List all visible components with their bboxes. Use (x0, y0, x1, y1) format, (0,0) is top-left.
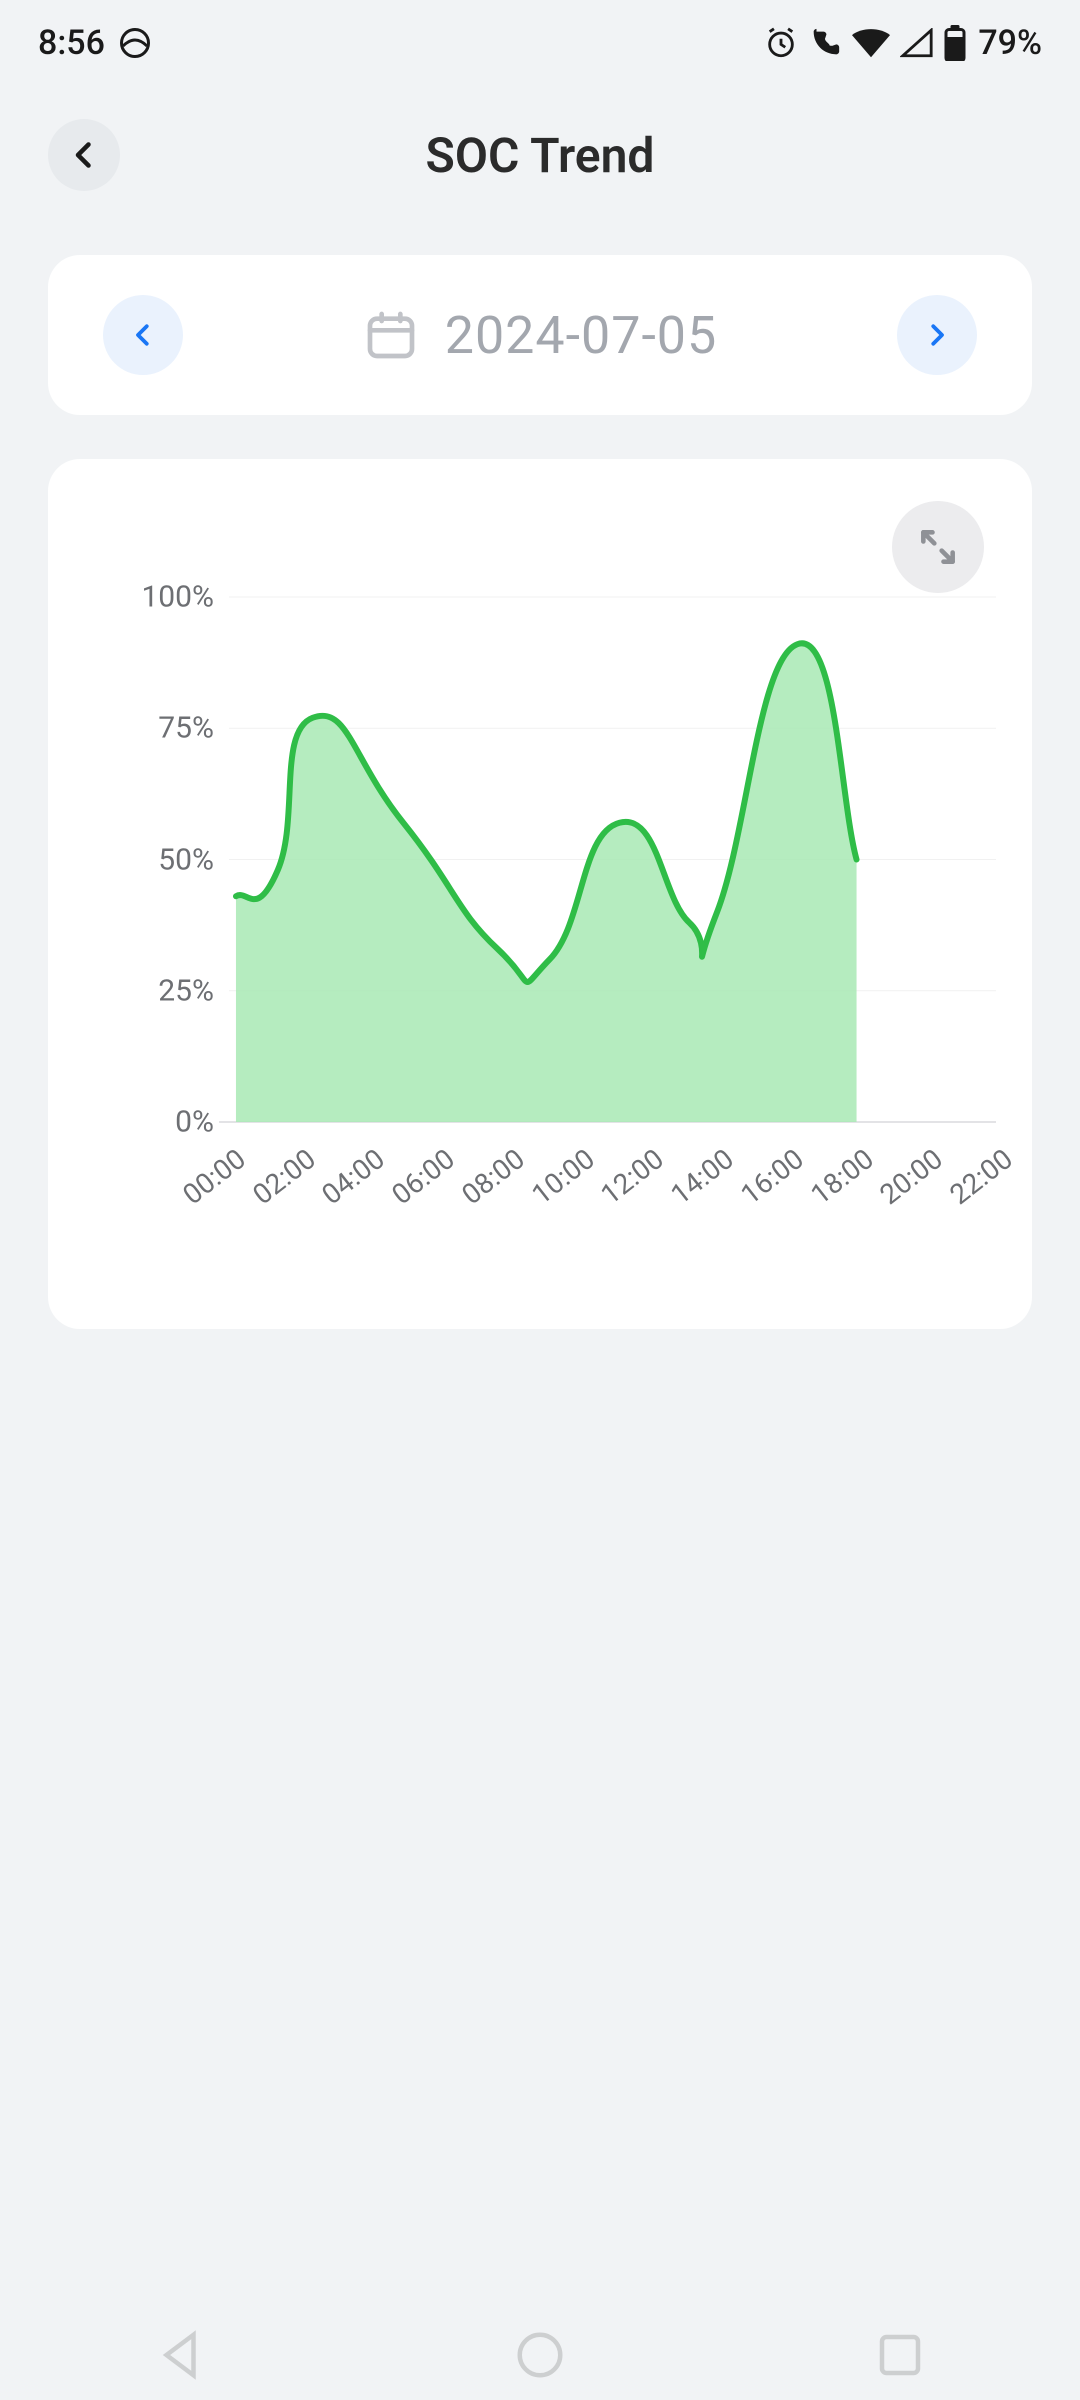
x-tick-label: 10:00 (525, 1142, 600, 1211)
chevron-right-icon (922, 320, 952, 350)
location-icon (117, 25, 153, 61)
battery-percent: 79% (978, 23, 1042, 63)
app-header: SOC Trend (0, 85, 1080, 225)
status-time: 8:56 (38, 23, 105, 63)
chevron-left-icon (128, 320, 158, 350)
date-display[interactable]: 2024-07-05 (363, 305, 718, 366)
page-title: SOC Trend (426, 127, 655, 184)
x-tick-label: 02:00 (246, 1142, 321, 1211)
y-tick-label: 100% (84, 580, 214, 615)
x-tick-label: 08:00 (455, 1142, 530, 1211)
y-tick-label: 0% (84, 1105, 214, 1140)
x-tick-label: 16:00 (734, 1142, 809, 1211)
y-axis: 0%25%50%75%100% (84, 597, 214, 1122)
nav-recent-icon[interactable] (873, 2328, 927, 2382)
next-date-button[interactable] (897, 295, 977, 375)
status-left: 8:56 (38, 23, 153, 63)
phone-wifi-icon (808, 26, 842, 60)
back-button[interactable] (48, 119, 120, 191)
status-right: 79% (764, 23, 1042, 63)
prev-date-button[interactable] (103, 295, 183, 375)
y-tick-label: 75% (84, 711, 214, 746)
nav-home-icon[interactable] (513, 2328, 567, 2382)
date-card: 2024-07-05 (48, 255, 1032, 415)
wifi-icon (852, 28, 890, 58)
x-tick-label: 22:00 (944, 1142, 1019, 1211)
alarm-icon (764, 26, 798, 60)
x-tick-label: 04:00 (316, 1142, 391, 1211)
x-tick-label: 20:00 (874, 1142, 949, 1211)
x-axis: 00:0002:0004:0006:0008:0010:0012:0014:00… (229, 1139, 996, 1209)
battery-icon (944, 25, 966, 61)
x-tick-label: 00:00 (177, 1142, 252, 1211)
y-tick-label: 50% (84, 842, 214, 877)
x-tick-label: 14:00 (665, 1142, 740, 1211)
status-bar: 8:56 79% (0, 0, 1080, 85)
chart-plot: 0%25%50%75%100% 00:0002:0004:0006:0008:0… (84, 539, 996, 1189)
y-tick-label: 25% (84, 973, 214, 1008)
plot-area[interactable] (229, 597, 996, 1122)
nav-back-icon[interactable] (153, 2328, 207, 2382)
signal-icon (900, 28, 934, 58)
android-nav-bar (0, 2310, 1080, 2400)
calendar-icon (363, 307, 419, 363)
chevron-left-icon (66, 137, 102, 173)
date-text: 2024-07-05 (445, 305, 718, 366)
chart-card: 0% 25% 50% 75% 100% 00:0002:0004:0006:0008:0… (48, 459, 1032, 1329)
x-tick-label: 12:00 (595, 1142, 670, 1211)
x-tick-label: 18:00 (804, 1142, 879, 1211)
x-tick-label: 06:00 (386, 1142, 461, 1211)
